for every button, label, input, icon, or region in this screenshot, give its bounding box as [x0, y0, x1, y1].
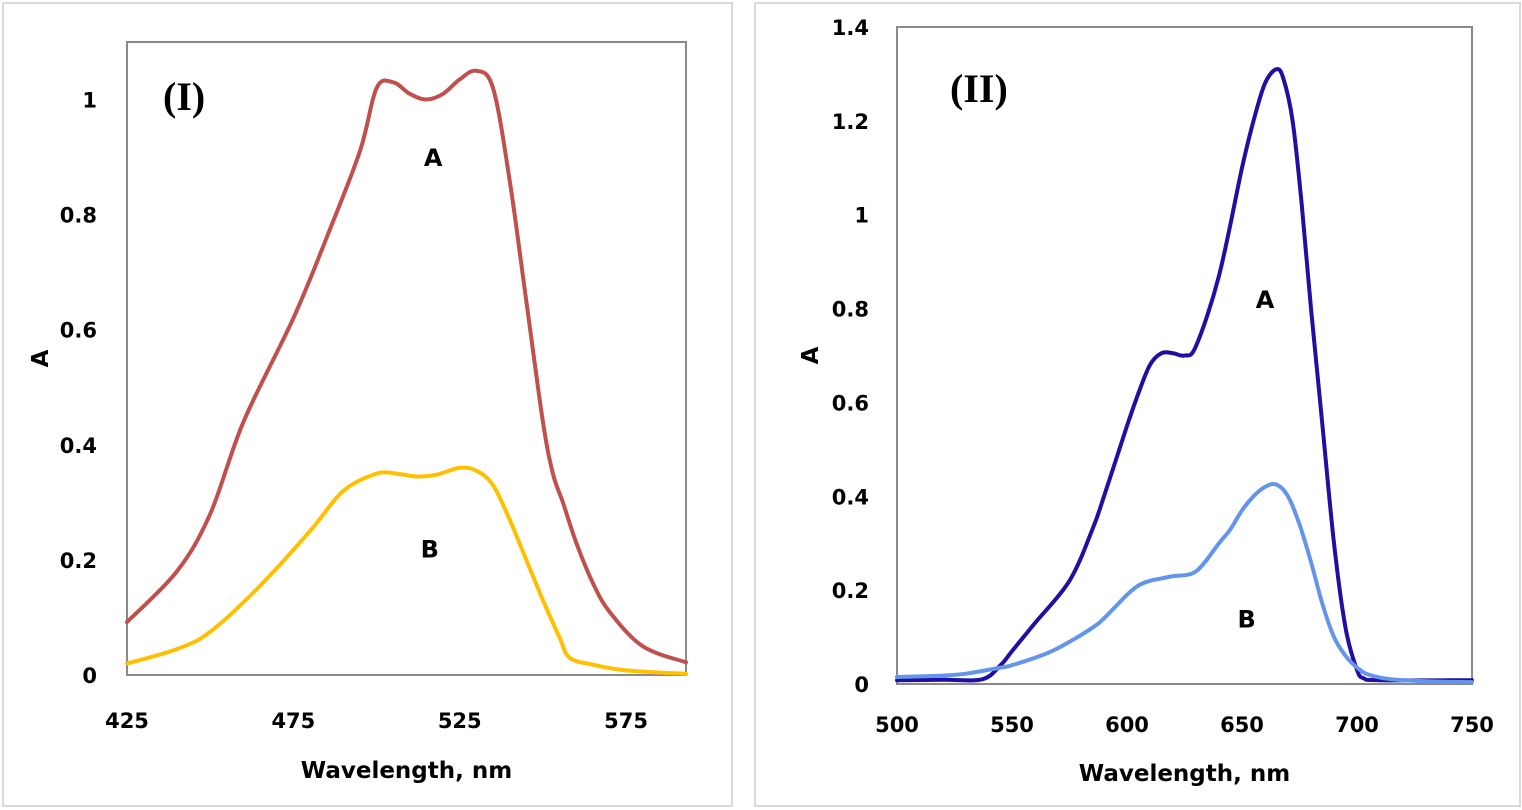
- y-tick-label: 1.2: [832, 110, 869, 134]
- series-line-b: [895, 482, 1474, 685]
- series-label-b: B: [1237, 605, 1255, 633]
- y-tick-label: 0.8: [832, 298, 869, 322]
- panel-ii: [754, 2, 1521, 807]
- x-axis-label: Wavelength, nm: [301, 758, 512, 784]
- x-tick-label: 550: [990, 713, 1034, 737]
- x-tick-label: 700: [1335, 713, 1379, 737]
- y-tick-label: 1: [854, 204, 869, 228]
- y-tick-label: 0.6: [832, 391, 869, 415]
- x-tick-label: 475: [271, 709, 315, 733]
- panel-label: (I): [163, 74, 205, 119]
- y-axis-label: A: [798, 346, 824, 364]
- plot-area-frame: [126, 41, 687, 676]
- y-tick-label: 0.2: [60, 549, 97, 573]
- chart-panel-i: 0 0.2 0.4 0.6 0.8 1 425 475 525 575 Wavelength, nm…: [28, 41, 688, 784]
- y-tick-label: 1.4: [832, 16, 869, 40]
- series-line-a: [895, 67, 1474, 683]
- x-tick-label: 575: [604, 709, 648, 733]
- y-tick-label: 1: [82, 89, 97, 113]
- x-tick-label: 600: [1105, 713, 1149, 737]
- x-tick-label: 425: [105, 709, 149, 733]
- chart-panel-ii: 0 0.2 0.4 0.6 0.8 1 1.2 1.4 500 550 600 650 700 750 Wa…: [798, 16, 1494, 787]
- y-tick-label: 0: [854, 673, 869, 697]
- x-tick-label: 500: [875, 713, 919, 737]
- series-line-b: [125, 465, 688, 676]
- y-axis-label: A: [28, 349, 54, 367]
- y-tick-label: 0.2: [832, 579, 869, 603]
- x-tick-label: 750: [1450, 713, 1494, 737]
- y-tick-label: 0.4: [832, 485, 869, 509]
- x-tick-label: 650: [1220, 713, 1264, 737]
- y-tick-label: 0: [82, 664, 97, 688]
- panel-i: [2, 2, 733, 807]
- series-line-a: [125, 68, 688, 665]
- series-label-b: B: [421, 535, 439, 563]
- y-tick-label: 0.8: [60, 204, 97, 228]
- x-tick-label: 525: [438, 709, 482, 733]
- plot-area-frame: [896, 26, 1473, 685]
- x-axis-label: Wavelength, nm: [1079, 761, 1290, 787]
- y-tick-label: 0.6: [60, 319, 97, 343]
- panel-label: (II): [950, 66, 1008, 111]
- series-label-a: A: [424, 144, 443, 172]
- y-tick-label: 0.4: [60, 434, 97, 458]
- series-label-a: A: [1256, 286, 1275, 314]
